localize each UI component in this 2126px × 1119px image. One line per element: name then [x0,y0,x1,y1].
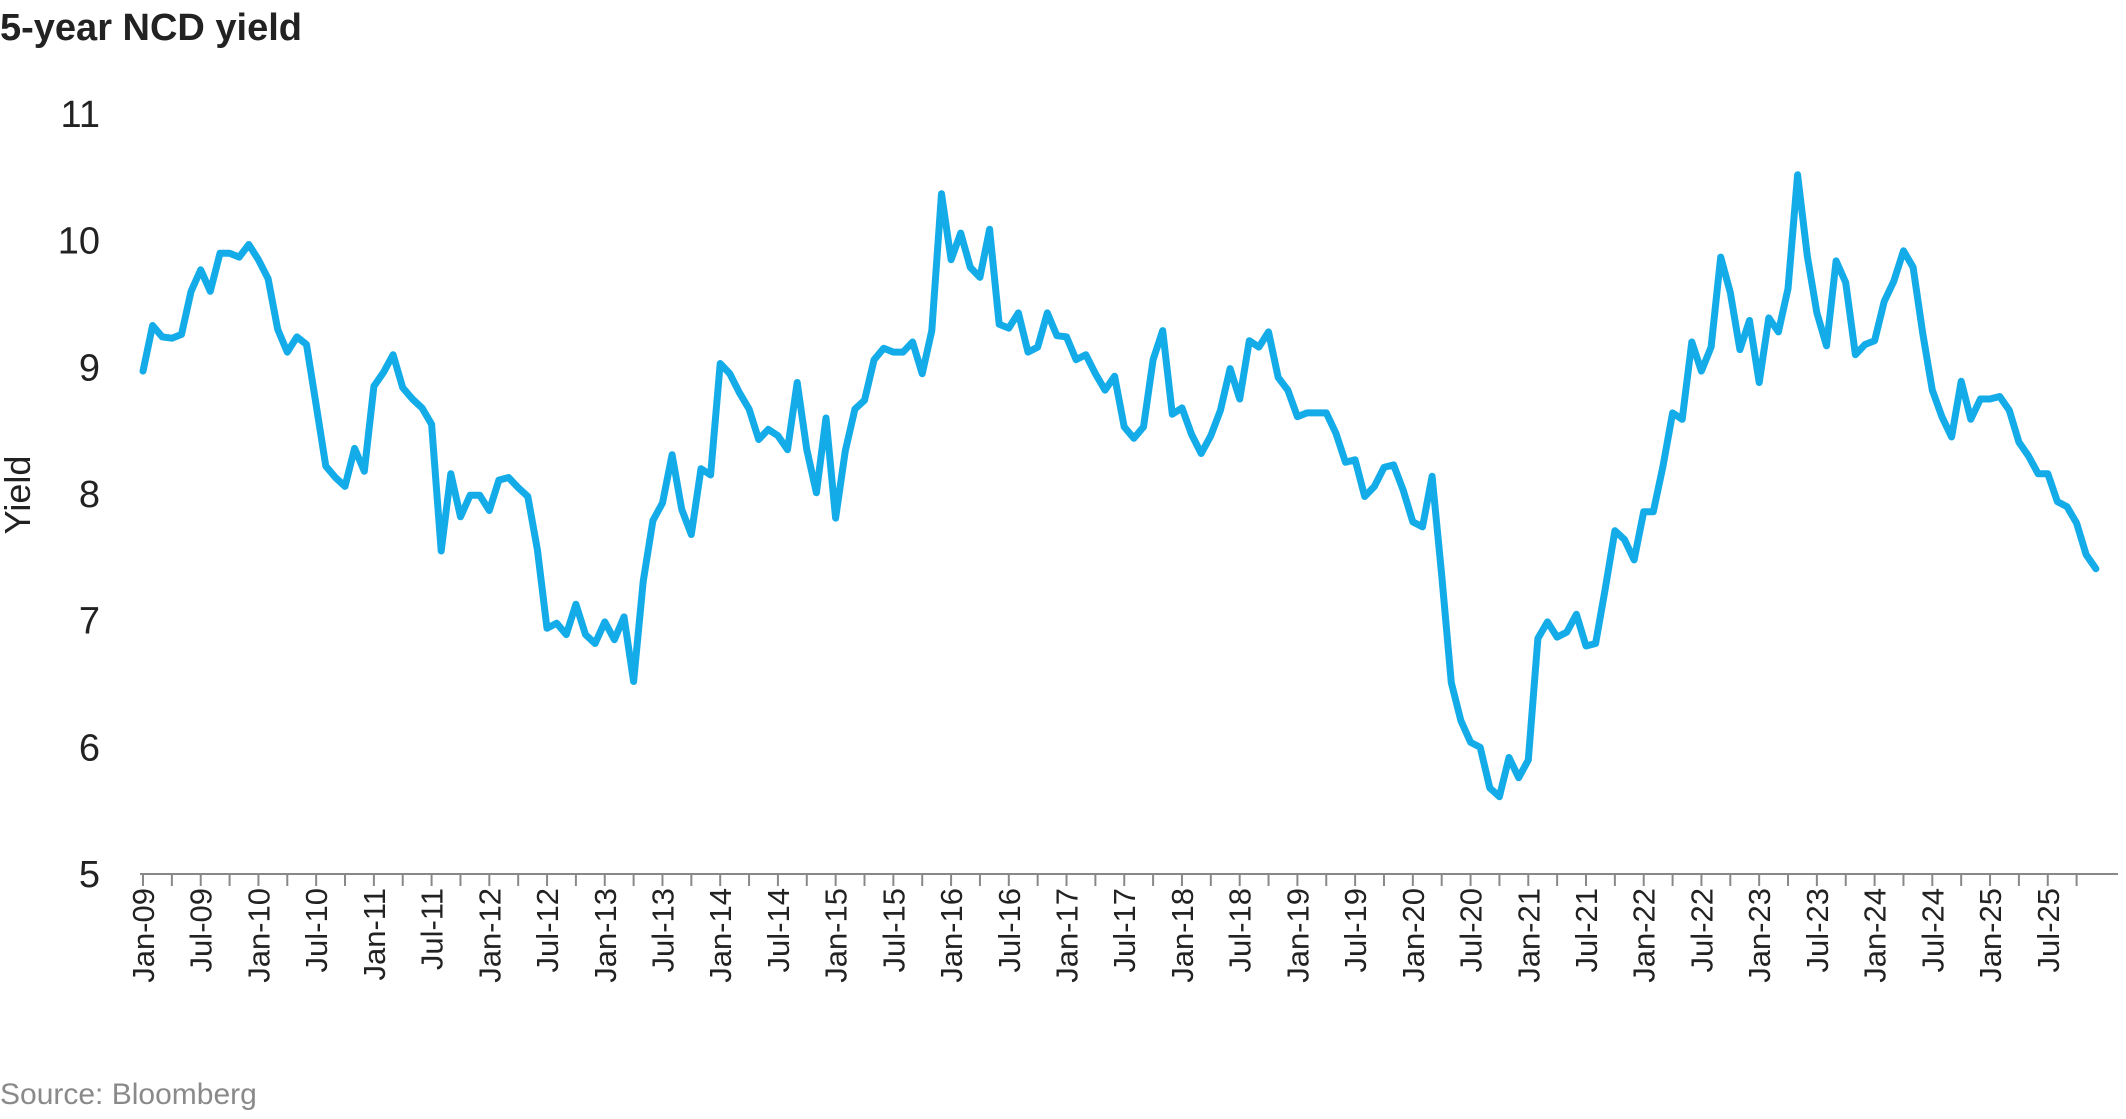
chart-title: 5-year NCD yield [0,7,302,49]
x-tick-label: Jul-16 [992,888,1027,972]
x-tick-label: Jul-10 [299,888,334,972]
x-tick-label: Jan-16 [934,888,969,983]
series-line-5yr-ncd-yield [139,171,2100,801]
y-tick-label: 8 [79,474,100,516]
x-tick-label: Jul-17 [1107,888,1142,972]
x-tick-label: Jan-21 [1511,888,1546,983]
x-tick-label: Jan-19 [1280,888,1315,983]
x-tick-label: Jan-13 [588,888,623,983]
x-tick-label: Jan-15 [819,888,854,983]
y-axis-label: Yield [0,456,38,535]
x-tick-label: Jan-12 [472,888,507,983]
y-tick-label: 6 [79,727,100,769]
x-tick-label: Jul-20 [1454,888,1489,972]
x-tick-label: Jul-13 [645,888,680,972]
x-tick-label: Jan-18 [1165,888,1200,983]
y-tick-label: 7 [79,601,100,643]
x-tick-label: Jan-11 [357,888,392,981]
x-tick-label: Jul-14 [761,888,796,972]
source-note: Source: Bloomberg [0,1078,257,1111]
x-tick-label: Jul-19 [1338,888,1373,972]
x-tick-label: Jan-09 [126,888,161,983]
x-tick-label: Jul-12 [530,888,565,972]
y-tick-label: 11 [61,94,100,136]
x-tick-label: Jul-22 [1684,888,1719,972]
x-tick-label: Jul-15 [876,888,911,972]
x-tick-label: Jul-09 [184,888,219,972]
x-tick-label: Jan-24 [1858,888,1893,983]
y-tick-label: 9 [79,347,100,389]
y-tick-label: 10 [58,221,100,263]
x-tick-label: Jan-22 [1627,888,1662,983]
x-tick-label: Jan-25 [1973,888,2008,983]
x-tick-label: Jan-20 [1396,888,1431,983]
x-axis-ticks: Jan-09 Jul-09 Jan-10 Jul-10 Jan-11 Jul-11 Jan-… [126,874,2078,983]
y-axis-ticks: 5 6 7 8 9 10 11 [58,94,100,896]
x-tick-label: Jan-17 [1050,888,1085,983]
x-tick-label: Jul-21 [1569,888,1604,972]
x-tick-label: Jul-18 [1223,888,1258,972]
x-tick-label: Jul-25 [2031,888,2066,972]
x-tick-label: Jul-23 [1800,888,1835,972]
x-tick-label: Jul-24 [1915,888,1950,972]
x-tick-label: Jan-23 [1742,888,1777,983]
x-tick-label: Jan-14 [703,888,738,983]
x-tick-label: Jul-11 [415,888,450,970]
y-tick-label: 5 [79,854,100,896]
x-tick-label: Jan-10 [241,888,276,983]
